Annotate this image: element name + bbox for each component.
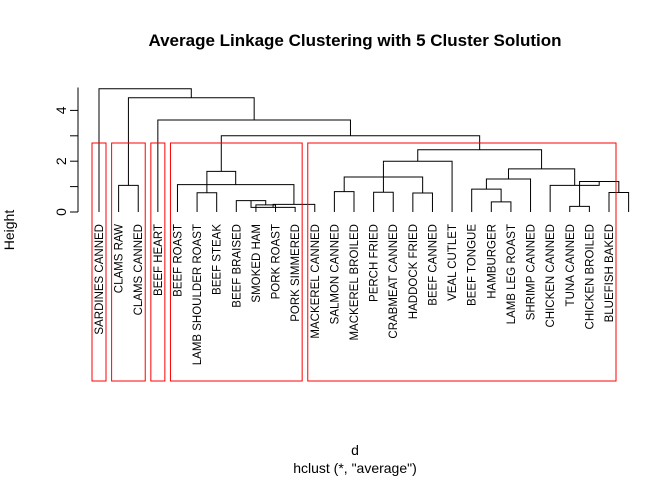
leaf-label: HAMBURGER: [486, 224, 498, 299]
dendrogram-branch: [608, 191, 630, 212]
leaf-label: BEEF BRAISED: [231, 224, 243, 308]
cluster-rectangle: [150, 142, 166, 382]
cluster-rectangle: [169, 142, 303, 382]
leaf-label: PERCH FRIED: [369, 224, 381, 302]
dendrogram-branch: [569, 205, 590, 212]
dendrogram-branch: [373, 191, 394, 212]
leaf-label: CRABMEAT CANNED: [388, 224, 400, 339]
cluster-rectangle: [91, 142, 107, 382]
leaf-label: BEEF ROAST: [172, 224, 184, 297]
leaf-label: MACKEREL BROILED: [349, 224, 361, 341]
leaf-label: BEEF STEAK: [212, 224, 224, 295]
leaf-label: TUNA CANNED: [565, 224, 577, 306]
y-tick-label: 4: [53, 106, 69, 114]
dendrogram-branch: [118, 184, 139, 212]
x-axis-label: d: [351, 442, 359, 458]
leaf-label: SALMON CANNED: [329, 224, 341, 324]
cluster-rectangle: [307, 142, 617, 382]
leaf-label: LAMB LEG ROAST: [506, 224, 518, 324]
y-axis-label: Height: [1, 210, 17, 251]
leaf-label: CHICKEN BROILED: [584, 224, 596, 329]
leaf-label: PORK ROAST: [271, 224, 283, 299]
leaf-label: VEAL CUTLET: [447, 224, 459, 301]
dendrogram-branch: [471, 188, 502, 212]
dendrogram-branch: [196, 192, 218, 212]
y-tick-label: 2: [53, 157, 69, 165]
leaf-label: BLUEFISH BAKED: [604, 224, 616, 322]
cluster-rectangle: [111, 142, 146, 382]
leaf-label: HADDOCK FRIED: [408, 224, 420, 319]
dendrogram-branch: [333, 191, 355, 212]
leaf-label: PORK SIMMERED: [290, 224, 302, 322]
leaf-label: MACKEREL CANNED: [310, 224, 322, 339]
chart-title: Average Linkage Clustering with 5 Cluste…: [148, 31, 561, 50]
leaf-label: SARDINES CANNED: [94, 224, 106, 335]
dendrogram-branch: [507, 168, 576, 186]
leaf-label: SHRIMP CANNED: [526, 224, 538, 320]
dendrogram-branch: [206, 170, 237, 193]
dendrogram-branch: [412, 192, 433, 212]
leaf-label: LAMB SHOULDER ROAST: [192, 224, 204, 365]
leaf-label: BEEF TONGUE: [467, 224, 479, 306]
dendrogram-branch: [98, 88, 192, 212]
leaf-label: BEEF HEART: [153, 224, 165, 296]
y-tick-label: 0: [53, 208, 69, 216]
leaf-label: BEEF CANNED: [427, 224, 439, 306]
leaf-label: SMOKED HAM: [251, 224, 263, 303]
dendrogram-branch: [417, 149, 543, 169]
leaf-label: CLAMS CANNED: [133, 224, 145, 315]
method-label: hclust (*, "average"): [293, 460, 417, 476]
dendrogram-branch: [220, 135, 481, 172]
dendrogram-branch: [549, 181, 600, 212]
cluster-rectangles: [91, 142, 617, 382]
dendrogram-branch: [157, 119, 351, 212]
leaf-label: CHICKEN CANNED: [545, 224, 557, 328]
y-axis: 0 2 4: [53, 87, 79, 216]
dendrogram-branch: [485, 178, 532, 212]
dendrogram-branch: [490, 201, 512, 212]
dendrogram-branches: [98, 88, 630, 212]
leaf-labels: SARDINES CANNED CLAMS RAW CLAMS CANNED BEEF…: [94, 224, 616, 366]
leaf-label: CLAMS RAW: [114, 224, 126, 293]
dendrogram-branch: [272, 203, 316, 212]
